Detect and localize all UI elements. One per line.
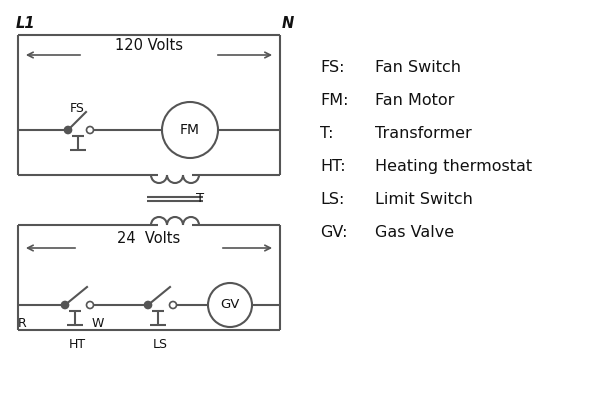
Circle shape	[87, 302, 93, 308]
Text: 24  Volts: 24 Volts	[117, 231, 181, 246]
Text: Limit Switch: Limit Switch	[375, 192, 473, 207]
Circle shape	[169, 302, 176, 308]
Text: 120 Volts: 120 Volts	[115, 38, 183, 53]
Text: GV: GV	[220, 298, 240, 312]
Text: W: W	[92, 317, 104, 330]
Text: HT:: HT:	[320, 159, 346, 174]
Circle shape	[145, 302, 152, 308]
Text: R: R	[18, 317, 27, 330]
Text: Fan Switch: Fan Switch	[375, 60, 461, 75]
Text: Transformer: Transformer	[375, 126, 472, 141]
Circle shape	[61, 302, 68, 308]
Text: N: N	[282, 16, 294, 31]
Circle shape	[64, 126, 71, 134]
Text: FM: FM	[180, 123, 200, 137]
Text: Fan Motor: Fan Motor	[375, 93, 454, 108]
Text: L1: L1	[16, 16, 35, 31]
Text: FS:: FS:	[320, 60, 345, 75]
Text: T:: T:	[320, 126, 333, 141]
Text: HT: HT	[69, 338, 86, 351]
Text: LS: LS	[153, 338, 168, 351]
Text: FS: FS	[70, 102, 85, 115]
Text: FM:: FM:	[320, 93, 349, 108]
Text: Heating thermostat: Heating thermostat	[375, 159, 532, 174]
Text: T: T	[196, 192, 204, 206]
Text: Gas Valve: Gas Valve	[375, 225, 454, 240]
Circle shape	[87, 126, 93, 134]
Text: LS:: LS:	[320, 192, 345, 207]
Text: GV:: GV:	[320, 225, 348, 240]
